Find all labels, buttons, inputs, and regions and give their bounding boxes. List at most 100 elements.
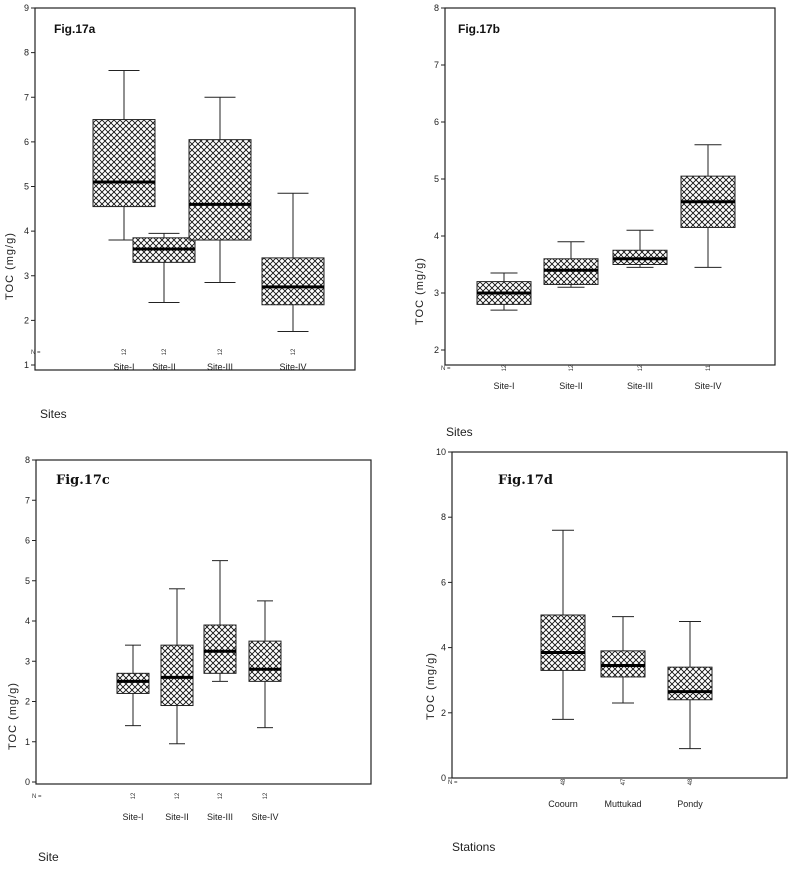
n-count: 12 [263, 792, 269, 799]
n-prefix: N = [31, 350, 41, 356]
y-tick-label: 8 [25, 455, 30, 465]
n-count: 12 [131, 792, 137, 799]
box-site-iv [248, 600, 282, 729]
n-count: 12 [218, 792, 224, 799]
y-tick-label: 4 [434, 231, 439, 241]
iqr-box [116, 672, 150, 694]
y-tick-label: 0 [25, 777, 30, 787]
n-prefix: N = [448, 780, 458, 786]
box-site-ii [160, 588, 194, 745]
plot-frame [34, 7, 356, 371]
category-label: Muttukad [604, 799, 641, 809]
category-label: Site-II [165, 812, 189, 822]
n-count: 48 [688, 778, 694, 785]
y-axis-label: TOC (mg/g) [414, 257, 426, 325]
y-tick-label: 3 [25, 656, 30, 666]
y-tick-label: 4 [24, 226, 29, 236]
box-coourn [540, 529, 586, 720]
y-tick-label: 4 [25, 616, 30, 626]
n-count: 12 [122, 348, 128, 355]
n-count: 12 [638, 364, 644, 371]
box-site-iii [612, 229, 668, 268]
y-tick-label: 2 [25, 697, 30, 707]
box-site-iv [680, 144, 736, 268]
x-axis-label: Stations [452, 840, 495, 854]
category-label: Coourn [548, 799, 578, 809]
y-tick-label: 8 [441, 512, 446, 522]
y-tick-label: 5 [434, 174, 439, 184]
category-label: Site-I [113, 362, 134, 372]
iqr-box [92, 119, 156, 208]
x-axis-label: Sites [40, 407, 67, 421]
y-tick-label: 3 [24, 271, 29, 281]
y-tick-label: 6 [441, 577, 446, 587]
y-tick-label: 6 [25, 536, 30, 546]
plot-frame [444, 7, 776, 366]
y-tick-label: 1 [25, 737, 30, 747]
n-count: 12 [291, 348, 297, 355]
figure-title: Fig.17a [54, 22, 96, 36]
plot-frame [35, 459, 372, 785]
y-tick-label: 4 [441, 643, 446, 653]
n-prefix: N = [32, 794, 42, 800]
box-muttukad [600, 616, 646, 704]
y-tick-label: 3 [434, 288, 439, 298]
category-label: Site-IV [694, 381, 721, 391]
n-count: 47 [621, 778, 627, 785]
box-site-i [476, 272, 532, 311]
n-count: 48 [561, 778, 567, 785]
category-label: Site-II [559, 381, 583, 391]
x-axis-label: Sites [446, 425, 473, 439]
category-label: Site-IV [251, 812, 278, 822]
category-label: Site-III [207, 812, 233, 822]
n-count: 12 [218, 348, 224, 355]
y-tick-label: 7 [434, 60, 439, 70]
y-tick-label: 7 [25, 495, 30, 505]
y-tick-label: 2 [24, 315, 29, 325]
iqr-box [203, 624, 237, 674]
box-site-ii [132, 232, 196, 304]
y-tick-label: 0 [441, 773, 446, 783]
n-count: 12 [175, 792, 181, 799]
iqr-box [160, 644, 194, 707]
iqr-box [667, 666, 713, 701]
figure-title: Fig.17c [56, 473, 110, 488]
n-prefix: N = [441, 366, 451, 372]
box-site-iii [203, 560, 237, 682]
y-tick-label: 2 [434, 345, 439, 355]
category-label: Site-I [122, 812, 143, 822]
y-tick-label: 7 [24, 92, 29, 102]
plot-frame [451, 451, 788, 779]
figure-title: Fig.17d [498, 473, 553, 488]
y-tick-label: 10 [436, 447, 446, 457]
box-pondy [667, 621, 713, 750]
y-axis-label: TOC (mg/g) [425, 652, 437, 720]
n-count: 11 [706, 364, 712, 371]
box-site-iv [261, 192, 325, 333]
category-label: Site-III [627, 381, 653, 391]
box-site-iii [188, 96, 252, 283]
y-axis-label: TOC (mg/g) [7, 682, 19, 750]
category-label: Site-II [152, 362, 176, 372]
box-site-ii [543, 241, 599, 288]
iqr-box [600, 650, 646, 678]
n-count: 12 [569, 364, 575, 371]
y-axis-label: TOC (mg/g) [4, 232, 16, 300]
boxplot-panel-2: 2 3 4 5 6 7 8 TOC (mg/g) Fig.17b N = 12 Site-I 12 Sit… [414, 3, 776, 439]
iqr-box [188, 139, 252, 241]
category-label: Site-IV [279, 362, 306, 372]
category-label: Site-III [207, 362, 233, 372]
boxplot-panel-4: 0 2 4 6 8 10 TOC (mg/g) Fig.17d N = 48 Coourn 47 Mut… [425, 447, 788, 854]
box-site-i [116, 644, 150, 727]
n-count: 12 [502, 364, 508, 371]
y-tick-label: 2 [441, 708, 446, 718]
y-tick-label: 6 [24, 137, 29, 147]
y-tick-label: 5 [25, 576, 30, 586]
iqr-box [540, 614, 586, 671]
y-tick-label: 6 [434, 117, 439, 127]
category-label: Pondy [677, 799, 703, 809]
y-tick-label: 8 [24, 48, 29, 58]
